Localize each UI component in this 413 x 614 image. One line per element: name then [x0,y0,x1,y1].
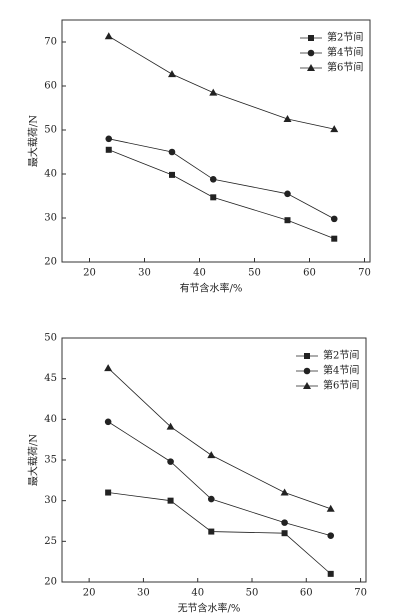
marker [209,88,218,96]
marker [281,530,288,537]
marker [167,497,174,504]
x-tick-label: 20 [83,268,96,279]
marker [327,570,334,577]
x-tick-label: 50 [248,268,261,279]
legend-marker [303,367,311,375]
marker [210,194,217,201]
marker [207,451,216,459]
marker [208,528,215,535]
plot-frame [61,337,367,583]
marker [166,422,175,430]
series-line [107,367,331,510]
x-tick-label: 20 [83,588,96,599]
y-tick-label: 50 [44,333,57,344]
x-tick-label: 70 [358,268,371,279]
series-line [108,35,335,130]
x-tick-label: 70 [354,588,367,599]
legend-label: 第4节间 [327,46,363,59]
legend-label: 第6节间 [327,61,363,74]
marker [104,364,113,372]
legend-label: 第4节间 [323,364,359,377]
y-tick-label: 70 [44,37,57,48]
legend-label: 第2节间 [323,349,359,362]
marker [169,171,175,178]
y-tick-label: 40 [44,169,57,180]
marker [327,532,335,539]
marker [331,235,338,242]
marker [168,70,176,78]
x-tick-label: 30 [138,268,151,279]
marker [104,32,113,40]
y-tick-label: 30 [44,213,57,224]
x-tick-label: 40 [193,268,206,279]
marker [168,148,176,156]
x-axis-label: 无节含水率/% [178,602,241,614]
legend-marker [303,382,311,389]
marker [280,488,289,496]
plot-frame [61,19,371,263]
x-tick-label: 60 [300,588,313,599]
y-tick-label: 35 [44,455,57,466]
marker [104,418,112,426]
marker [330,125,339,133]
y-axis-label: 最大载荷/N [27,115,40,167]
marker [167,458,174,465]
series-line [108,149,335,240]
x-tick-label: 60 [303,268,316,279]
legend-marker [307,49,315,57]
legend-label: 第6节间 [323,379,359,392]
legend-marker [308,35,314,41]
y-axis-label: 最大载荷/N [27,434,40,486]
y-tick-label: 30 [44,495,57,506]
x-tick-label: 40 [191,588,204,599]
x-tick-label: 30 [137,588,150,599]
y-tick-label: 40 [44,414,57,425]
y-tick-label: 50 [44,125,57,136]
x-tick-label: 50 [246,588,259,599]
marker [284,190,291,198]
marker [281,519,288,526]
legend-marker [304,353,310,359]
y-tick-label: 20 [44,257,57,268]
marker [105,146,112,153]
marker [207,495,215,503]
legend-label: 第2节间 [327,31,363,44]
series-line [108,492,331,575]
marker [105,489,112,496]
y-tick-label: 20 [44,577,57,588]
marker [284,217,291,224]
y-tick-label: 25 [44,536,57,547]
y-tick-label: 60 [44,81,57,92]
x-axis-label: 有节含水率/% [180,282,243,295]
series-line [107,421,331,537]
y-tick-label: 45 [44,373,57,384]
marker [209,175,217,183]
marker [326,504,335,512]
marker [330,215,338,223]
legend-marker [307,64,315,71]
series-line [108,138,335,220]
marker [105,135,113,143]
marker [283,115,292,122]
